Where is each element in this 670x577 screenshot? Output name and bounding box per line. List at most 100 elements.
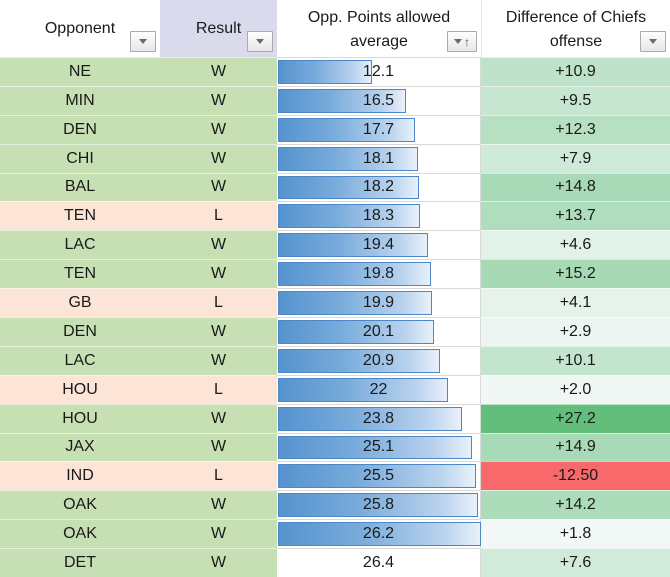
difference-cell[interactable]: +12.3 <box>481 114 670 144</box>
filter-sorted-ascending-button-points[interactable]: ↑ <box>447 31 477 52</box>
result-cell[interactable]: L <box>160 461 277 491</box>
result-cell[interactable]: W <box>160 490 277 520</box>
difference-cell[interactable]: +9.5 <box>481 85 670 115</box>
difference-cell[interactable]: +15.2 <box>481 259 670 289</box>
points-cell[interactable]: 16.5 <box>277 85 481 115</box>
opponent-cell[interactable]: DEN <box>0 114 160 144</box>
opponent-cell[interactable]: DET <box>0 548 160 577</box>
result-cell[interactable]: L <box>160 201 277 231</box>
points-cell[interactable]: 20.1 <box>277 317 481 346</box>
points-cell[interactable]: 25.8 <box>277 490 481 520</box>
opponent-cell[interactable]: NE <box>0 57 160 86</box>
table-row: OAK W 26.2 +1.8 <box>0 519 670 549</box>
result-cell[interactable]: W <box>160 519 277 549</box>
points-cell[interactable]: 26.4 <box>277 548 481 577</box>
data-bar <box>278 406 463 431</box>
difference-cell[interactable]: +10.1 <box>481 345 670 375</box>
data-bar <box>278 464 476 489</box>
result-cell[interactable]: W <box>160 230 277 260</box>
points-cell[interactable]: 19.8 <box>277 259 481 289</box>
difference-cell[interactable]: +10.9 <box>481 57 670 86</box>
points-cell[interactable]: 22 <box>277 374 481 404</box>
data-bar <box>278 204 420 229</box>
data-bar <box>278 88 406 113</box>
opponent-cell[interactable]: MIN <box>0 85 160 115</box>
opponent-cell[interactable]: TEN <box>0 201 160 231</box>
points-cell[interactable]: 18.1 <box>277 143 481 173</box>
difference-cell[interactable]: +2.9 <box>481 317 670 346</box>
opponent-cell[interactable]: TEN <box>0 259 160 289</box>
result-cell[interactable]: W <box>160 403 277 433</box>
points-cell[interactable]: 12.1 <box>277 57 481 86</box>
opponent-cell[interactable]: GB <box>0 288 160 317</box>
difference-cell[interactable]: +7.9 <box>481 143 670 173</box>
table-row: TEN L 18.3 +13.7 <box>0 201 670 231</box>
result-cell[interactable]: W <box>160 57 277 86</box>
points-cell[interactable]: 19.9 <box>277 288 481 317</box>
difference-cell[interactable]: +4.6 <box>481 230 670 260</box>
difference-cell[interactable]: -12.50 <box>481 461 670 491</box>
points-value: 25.1 <box>362 438 395 456</box>
table-row: DEN W 17.7 +12.3 <box>0 114 670 144</box>
result-cell[interactable]: W <box>160 172 277 202</box>
column-header-label: Difference of Chiefs <box>505 9 647 26</box>
points-cell[interactable]: 18.2 <box>277 172 481 202</box>
filter-dropdown-button-opponent[interactable] <box>130 31 156 52</box>
points-cell[interactable]: 18.3 <box>277 201 481 231</box>
data-bar <box>278 291 433 315</box>
points-cell[interactable]: 26.2 <box>277 519 481 549</box>
difference-cell[interactable]: +7.6 <box>481 548 670 577</box>
opponent-cell[interactable]: OAK <box>0 519 160 549</box>
result-cell[interactable]: L <box>160 288 277 317</box>
difference-cell[interactable]: +14.2 <box>481 490 670 520</box>
sort-ascending-icon: ↑ <box>464 34 470 49</box>
opponent-cell[interactable]: DEN <box>0 317 160 346</box>
points-value: 18.2 <box>362 178 395 196</box>
opponent-cell[interactable]: LAC <box>0 230 160 260</box>
result-cell[interactable]: L <box>160 374 277 404</box>
difference-cell[interactable]: +14.8 <box>481 172 670 202</box>
opponent-cell[interactable]: IND <box>0 461 160 491</box>
result-cell[interactable]: W <box>160 114 277 144</box>
points-cell[interactable]: 25.5 <box>277 461 481 491</box>
opponent-cell[interactable]: JAX <box>0 432 160 462</box>
opponent-cell[interactable]: OAK <box>0 490 160 520</box>
data-bar <box>278 348 440 373</box>
result-cell[interactable]: W <box>160 345 277 375</box>
difference-cell[interactable]: +4.1 <box>481 288 670 317</box>
points-cell[interactable]: 23.8 <box>277 403 481 433</box>
filter-dropdown-button-difference[interactable] <box>640 31 666 52</box>
points-cell[interactable]: 25.1 <box>277 432 481 462</box>
points-cell[interactable]: 17.7 <box>277 114 481 144</box>
table-row: LAC W 19.4 +4.6 <box>0 230 670 260</box>
difference-cell[interactable]: +14.9 <box>481 432 670 462</box>
data-bar <box>278 60 372 84</box>
data-bar <box>278 493 478 518</box>
points-value: 20.1 <box>362 322 395 340</box>
opponent-cell[interactable]: LAC <box>0 345 160 375</box>
data-bar <box>278 233 429 258</box>
points-cell[interactable]: 19.4 <box>277 230 481 260</box>
points-value: 25.8 <box>362 496 395 514</box>
result-cell[interactable]: W <box>160 317 277 346</box>
difference-cell[interactable]: +2.0 <box>481 374 670 404</box>
points-cell[interactable]: 20.9 <box>277 345 481 375</box>
table-row: HOU L 22 +2.0 <box>0 374 670 404</box>
column-header-label: Opp. Points allowed <box>307 9 451 26</box>
opponent-cell[interactable]: CHI <box>0 143 160 173</box>
result-cell[interactable]: W <box>160 143 277 173</box>
opponent-cell[interactable]: HOU <box>0 374 160 404</box>
data-bar <box>278 146 419 171</box>
opponent-cell[interactable]: BAL <box>0 172 160 202</box>
difference-cell[interactable]: +13.7 <box>481 201 670 231</box>
filter-dropdown-button-result[interactable] <box>247 31 273 52</box>
result-cell[interactable]: W <box>160 259 277 289</box>
opponent-cell[interactable]: HOU <box>0 403 160 433</box>
result-cell[interactable]: W <box>160 432 277 462</box>
difference-cell[interactable]: +1.8 <box>481 519 670 549</box>
result-cell[interactable]: W <box>160 85 277 115</box>
result-cell[interactable]: W <box>160 548 277 577</box>
difference-cell[interactable]: +27.2 <box>481 403 670 433</box>
points-value: 25.5 <box>362 467 395 485</box>
